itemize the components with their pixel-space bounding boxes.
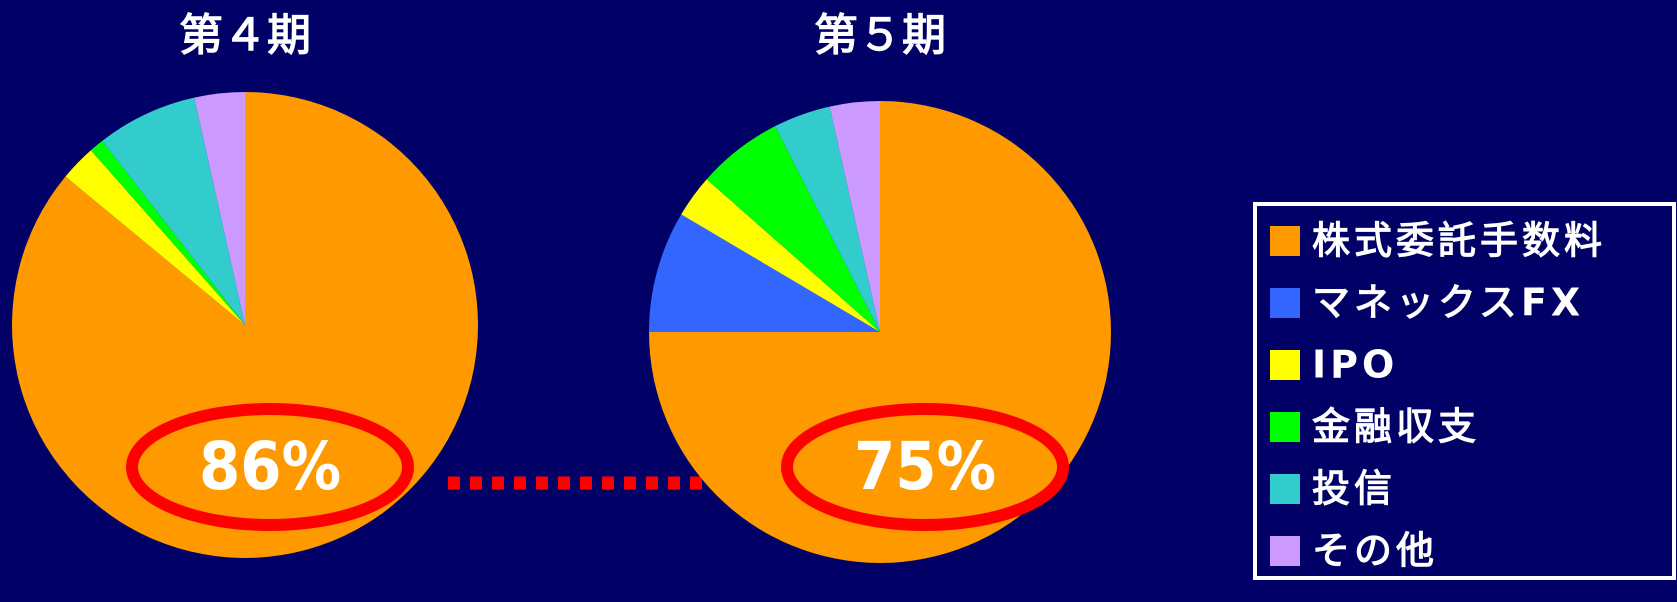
legend-swatch — [1270, 350, 1300, 380]
legend-label: 株式委託手数料 — [1312, 219, 1606, 263]
pie-slice — [90, 140, 245, 325]
legend-swatch — [1270, 288, 1300, 318]
legend-label: マネックスFX — [1312, 281, 1584, 325]
pie-slice — [706, 126, 880, 332]
highlight-ellipse — [126, 403, 414, 531]
legend-box — [1253, 202, 1676, 580]
pie-slice — [102, 97, 245, 326]
legend-label: 金融収支 — [1311, 405, 1480, 449]
pie-slice — [11, 92, 478, 558]
chart-title: 第５期 — [814, 10, 946, 61]
legend-swatch — [1270, 474, 1300, 504]
annotation: 86% — [199, 428, 341, 505]
pie-slice — [681, 179, 880, 332]
pie-slice — [194, 92, 245, 325]
legend-swatch — [1270, 412, 1300, 442]
legend-swatch — [1270, 536, 1300, 566]
pie-slice — [649, 214, 880, 332]
chart-title: 第４期 — [179, 10, 311, 61]
legend-label: IPO — [1312, 343, 1398, 387]
pie-slice — [829, 101, 880, 332]
highlight-ellipse — [781, 403, 1069, 531]
annotation: 75% — [854, 428, 996, 505]
pie-slice — [65, 150, 245, 325]
legend-swatch — [1270, 226, 1300, 256]
pie-slice — [775, 106, 880, 332]
legend-label: 投信 — [1312, 467, 1396, 511]
legend-label: その他 — [1312, 529, 1438, 573]
